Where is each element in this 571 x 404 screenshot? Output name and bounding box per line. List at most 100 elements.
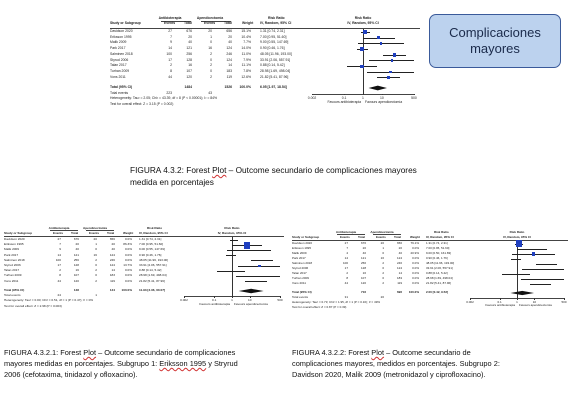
header-study: Study or Subgroup [4, 230, 33, 235]
pooled-estimate-diamond [238, 288, 264, 293]
total-events-label: Total events [4, 293, 21, 298]
events-1: 2 [59, 268, 61, 273]
x-axis-tick [312, 93, 313, 96]
main-forest-plot: Antibioterapia Apendicectomía Risk Ratio Ri… [110, 16, 420, 138]
confidence-interval [236, 276, 280, 277]
x-axis-tick-label: 1 [362, 95, 364, 100]
header-rr: Risk Ratio [268, 16, 285, 20]
risk-ratio-ci: 0.88 [0.14, 5.42] [139, 268, 162, 273]
total-2: 14 [398, 271, 402, 275]
null-effect-line [363, 29, 364, 94]
risk-ratio-ci: 7.00 [0.95, 51.60] [139, 242, 164, 247]
total-events-label: Total events [110, 90, 129, 95]
events-1: 17 [344, 266, 348, 270]
events-2: 2 [95, 268, 97, 273]
total-1: 128 [186, 57, 192, 62]
events-1: 7 [59, 242, 61, 247]
effect-estimate-square [386, 76, 390, 80]
total-n-2: 696 [396, 290, 402, 294]
pooled-estimate-diamond [368, 85, 387, 91]
study-name: Davidson 2020 [292, 241, 313, 245]
events-2: 20 [380, 241, 384, 245]
effect-estimate-square [379, 42, 383, 45]
study-name: Eriksson 1995 [4, 242, 24, 247]
confidence-interval [229, 239, 239, 241]
header-events-2: Events [89, 230, 100, 235]
overall-effect-test: Test for overall effect: Z = 0.87 (P = 0… [292, 305, 347, 309]
weight: 12.6% [241, 74, 251, 79]
total-1: 16 [75, 268, 79, 273]
events-1: 2 [170, 63, 172, 68]
header-total-1: Total [358, 234, 365, 239]
null-effect-line [232, 237, 233, 297]
weight: 0.0% [412, 246, 419, 250]
weight: 14.0% [241, 46, 251, 51]
total-weight: 100.0% [239, 84, 252, 89]
total-risk-ratio: 6.05 [1.97, 18.54] [260, 84, 287, 89]
confidence-interval [251, 260, 273, 262]
weight: 10.4% [241, 34, 251, 39]
total-1: 121 [360, 256, 366, 260]
header-weight: Weight [242, 21, 254, 26]
total-weight: 100.0% [408, 290, 419, 294]
header-total-1: Total [184, 21, 192, 26]
x-axis-tick [381, 93, 383, 96]
events-2: 2 [210, 74, 212, 79]
weight: 0.0% [124, 252, 132, 257]
favours-left-label: Favours antibioterapia [485, 303, 515, 308]
risk-ratio-ci: 48.05 [11.96, 193.00] [139, 257, 169, 262]
total-events-1: 31 [344, 295, 348, 299]
total-1: 121 [186, 46, 192, 51]
events-1: 9 [59, 247, 61, 252]
risk-ratio-ci: 0.88 [0.14, 5.42] [426, 271, 448, 275]
total-2: 119 [110, 278, 115, 283]
total-2: 183 [396, 276, 402, 280]
weight: 7.8% [243, 68, 251, 73]
study-name: Park 2017 [292, 256, 306, 260]
total-1: 40 [188, 40, 192, 45]
study-name: Turhan 2009 [292, 276, 309, 280]
x-axis-tick [363, 93, 364, 96]
risk-ratio-ci: 28.98 [1.69, 498.04] [426, 276, 453, 280]
confidence-interval [520, 278, 564, 280]
total-events-2: 20 [380, 295, 384, 299]
total-1: 16 [362, 271, 366, 275]
weight: 0.0% [412, 276, 419, 280]
weight: 20.9% [410, 251, 419, 255]
effect-estimate-square [389, 70, 392, 74]
total-2: 246 [396, 261, 402, 265]
effect-estimate-square [243, 241, 251, 249]
header-underline-1 [337, 234, 365, 236]
effect-estimate-square [393, 53, 397, 57]
total-risk-ratio: 11.93 [2.36, 60.07] [139, 287, 165, 292]
total-events-1: 223 [166, 90, 172, 95]
total-2: 124 [396, 256, 402, 260]
events-1: 27 [168, 29, 172, 33]
total-2: 14 [228, 63, 232, 68]
header-rule [110, 28, 420, 30]
subgroup1-forest-plot: Antibioterapia Apendicectomía Risk Ratio Ri… [4, 226, 284, 334]
events-1: 8 [346, 276, 348, 280]
header-rule [4, 236, 284, 238]
effect-estimate-square [363, 30, 368, 34]
events-2: 1 [95, 242, 97, 247]
study-name: Vons 2011 [292, 281, 306, 285]
total-n-1: 1484 [184, 84, 192, 89]
weight: 0.0% [124, 247, 132, 252]
events-2: 1 [210, 34, 212, 39]
header-study: Study or Subgroup [110, 21, 141, 26]
x-axis-tick [249, 296, 251, 298]
weight: 11.0% [241, 51, 251, 56]
total-1: 16 [188, 63, 192, 68]
header-total-2: Total [107, 230, 115, 235]
weight: 0.0% [412, 271, 419, 275]
weight: 0.0% [124, 278, 132, 283]
total-1: 256 [73, 257, 79, 262]
header-group1: Antibioterapia [335, 230, 357, 234]
header-events-1: Events [53, 230, 64, 235]
total-2: 124 [226, 46, 232, 51]
header-underline-1 [50, 230, 78, 232]
pooled-estimate-diamond [510, 290, 535, 295]
header-rr: Risk Ratio [434, 230, 449, 234]
header-events-2: Events [204, 21, 216, 26]
